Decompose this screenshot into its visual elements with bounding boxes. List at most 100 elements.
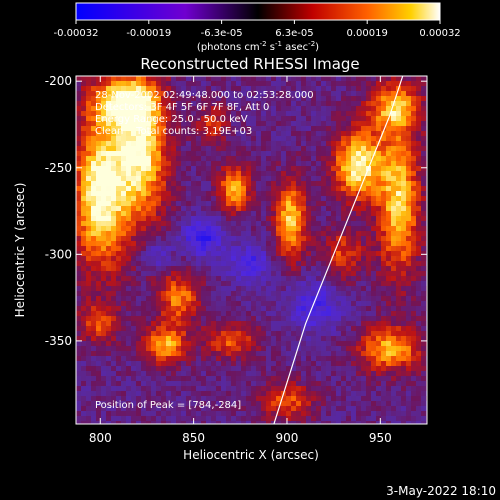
heatmap-cell	[376, 191, 382, 197]
heatmap-cell	[186, 311, 192, 317]
heatmap-cell	[271, 341, 277, 347]
heatmap-cell	[96, 221, 102, 227]
heatmap-cell	[81, 296, 87, 302]
heatmap-cell	[226, 116, 232, 122]
heatmap-cell	[366, 131, 372, 137]
heatmap-cell	[336, 316, 342, 322]
heatmap-cell	[391, 321, 397, 327]
heatmap-cell	[236, 226, 242, 232]
heatmap-cell	[101, 396, 107, 402]
heatmap-cell	[171, 361, 177, 367]
heatmap-cell	[336, 286, 342, 292]
heatmap-cell	[96, 271, 102, 277]
heatmap-cell	[216, 91, 222, 97]
heatmap-cell	[196, 126, 202, 132]
heatmap-cell	[86, 366, 92, 372]
heatmap-cell	[261, 386, 267, 392]
heatmap-cell	[401, 246, 407, 252]
heatmap-cell	[81, 381, 87, 387]
heatmap-cell	[121, 331, 127, 337]
heatmap-cell	[106, 126, 112, 132]
heatmap-cell	[336, 141, 342, 147]
heatmap-cell	[306, 126, 312, 132]
heatmap-cell	[206, 176, 212, 182]
heatmap-cell	[116, 341, 122, 347]
heatmap-cell	[151, 216, 157, 222]
heatmap-cell	[101, 206, 107, 212]
heatmap-cell	[391, 151, 397, 157]
heatmap-cell	[206, 81, 212, 87]
heatmap-cell	[121, 341, 127, 347]
heatmap-cell	[136, 221, 142, 227]
heatmap-cell	[336, 121, 342, 127]
heatmap-cell	[401, 166, 407, 172]
heatmap-cell	[171, 101, 177, 107]
heatmap-cell	[296, 411, 302, 417]
heatmap-cell	[351, 291, 357, 297]
heatmap-cell	[76, 266, 82, 272]
heatmap-cell	[356, 411, 362, 417]
heatmap-cell	[261, 166, 267, 172]
heatmap-cell	[241, 171, 247, 177]
heatmap-cell	[216, 211, 222, 217]
heatmap-cell	[116, 381, 122, 387]
heatmap-cell	[421, 316, 427, 322]
heatmap-cell	[121, 146, 127, 152]
heatmap-cell	[181, 181, 187, 187]
heatmap-cell	[221, 296, 227, 302]
heatmap-cell	[186, 391, 192, 397]
heatmap-cell	[86, 421, 92, 424]
heatmap-cell	[86, 336, 92, 342]
heatmap-cell	[201, 201, 207, 207]
heatmap-cell	[251, 121, 257, 127]
heatmap-cell	[206, 286, 212, 292]
heatmap-cell	[361, 316, 367, 322]
heatmap-cell	[316, 311, 322, 317]
heatmap-cell	[136, 396, 142, 402]
heatmap-cell	[156, 76, 162, 82]
heatmap-cell	[156, 121, 162, 127]
heatmap-cell	[416, 416, 422, 422]
heatmap-cell	[176, 111, 182, 117]
heatmap-cell	[416, 141, 422, 147]
heatmap-cell	[181, 91, 187, 97]
heatmap-cell	[411, 221, 417, 227]
heatmap-cell	[311, 231, 317, 237]
heatmap-cell	[251, 316, 257, 322]
heatmap-cell	[236, 201, 242, 207]
heatmap-cell	[316, 86, 322, 92]
heatmap-cell	[131, 116, 137, 122]
heatmap-cell	[116, 191, 122, 197]
heatmap-cell	[381, 301, 387, 307]
heatmap-cell	[81, 401, 87, 407]
heatmap-cell	[131, 86, 137, 92]
heatmap-cell	[121, 296, 127, 302]
heatmap-cell	[201, 341, 207, 347]
heatmap-cell	[296, 241, 302, 247]
heatmap-cell	[241, 211, 247, 217]
heatmap-cell	[131, 336, 137, 342]
heatmap-cell	[406, 296, 412, 302]
heatmap-cell	[126, 296, 132, 302]
heatmap-cell	[131, 201, 137, 207]
heatmap-cell	[166, 161, 172, 167]
heatmap-cell	[306, 271, 312, 277]
heatmap-cell	[276, 381, 282, 387]
heatmap-cell	[166, 256, 172, 262]
heatmap-cell	[311, 346, 317, 352]
heatmap-cell	[231, 166, 237, 172]
heatmap-cell	[266, 306, 272, 312]
heatmap-cell	[181, 191, 187, 197]
heatmap-cell	[401, 91, 407, 97]
heatmap-cell	[236, 346, 242, 352]
heatmap-cell	[101, 106, 107, 112]
heatmap-cell	[311, 216, 317, 222]
heatmap-cell	[76, 151, 82, 157]
heatmap-cell	[356, 111, 362, 117]
heatmap-cell	[336, 206, 342, 212]
heatmap-cell	[151, 321, 157, 327]
heatmap-cell	[376, 256, 382, 262]
heatmap-cell	[381, 271, 387, 277]
heatmap-cell	[206, 356, 212, 362]
heatmap-cell	[96, 341, 102, 347]
